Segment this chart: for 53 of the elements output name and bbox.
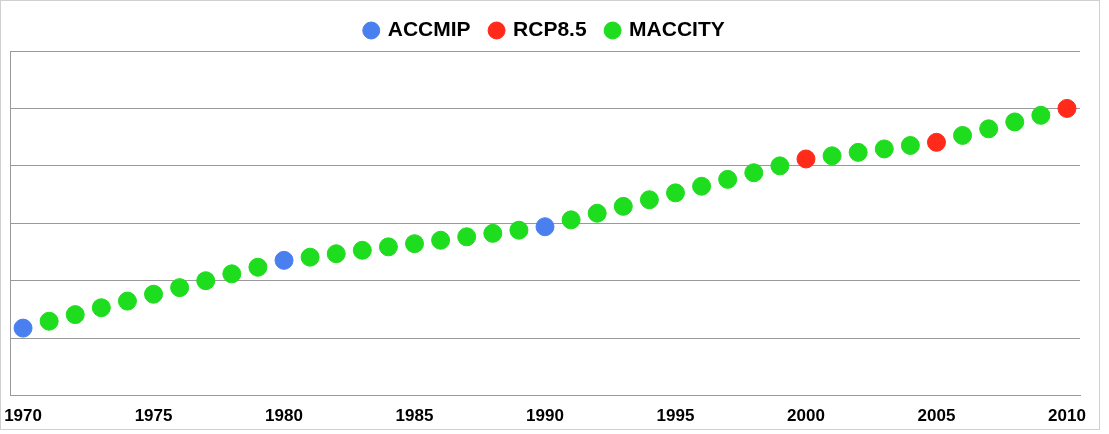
point: [613, 196, 633, 216]
x-tick-label: 1975: [134, 406, 173, 426]
point: [352, 240, 372, 260]
point: [1031, 105, 1051, 125]
x-tick-label: 1995: [656, 406, 695, 426]
point: [822, 146, 842, 166]
point: [144, 284, 164, 304]
point: [953, 125, 973, 145]
point: [770, 156, 790, 176]
point: [744, 163, 764, 183]
point: [405, 234, 425, 254]
legend-label: ACCMIP: [387, 17, 471, 41]
point: [848, 142, 868, 162]
point: [1005, 112, 1025, 132]
x-tick-label: 1970: [4, 406, 42, 426]
point: [65, 305, 85, 325]
point: [535, 217, 555, 237]
point: [170, 278, 190, 298]
point: [639, 190, 659, 210]
point: [483, 223, 503, 243]
point: [874, 139, 894, 159]
point: [378, 237, 398, 257]
point: [222, 264, 242, 284]
point: [796, 149, 816, 169]
x-tick-label: 1980: [265, 406, 303, 426]
x-tick-label: 2000: [787, 406, 825, 426]
point: [509, 220, 529, 240]
x-tick-label: 1985: [395, 406, 434, 426]
point: [196, 271, 216, 291]
point: [457, 227, 477, 247]
x-tick-label: 1990: [526, 406, 564, 426]
point: [248, 257, 268, 277]
point: [274, 250, 294, 270]
point: [91, 298, 111, 318]
x-tick-label: 2010: [1048, 406, 1086, 426]
point: [692, 176, 712, 196]
point: [39, 311, 59, 331]
point: [665, 183, 685, 203]
point: [326, 244, 346, 264]
legend-label: RCP8.5: [513, 17, 587, 41]
point: [587, 203, 607, 223]
point: [561, 210, 581, 230]
point: [1057, 98, 1077, 118]
legend-label: MACCITY: [629, 17, 725, 41]
point: [979, 119, 999, 139]
point: [13, 318, 33, 338]
point: [117, 291, 137, 311]
point: [926, 132, 946, 152]
point: [431, 230, 451, 250]
point: [718, 169, 738, 189]
point: [900, 135, 920, 155]
x-tick-label: 2005: [917, 406, 956, 426]
point: [300, 247, 320, 267]
